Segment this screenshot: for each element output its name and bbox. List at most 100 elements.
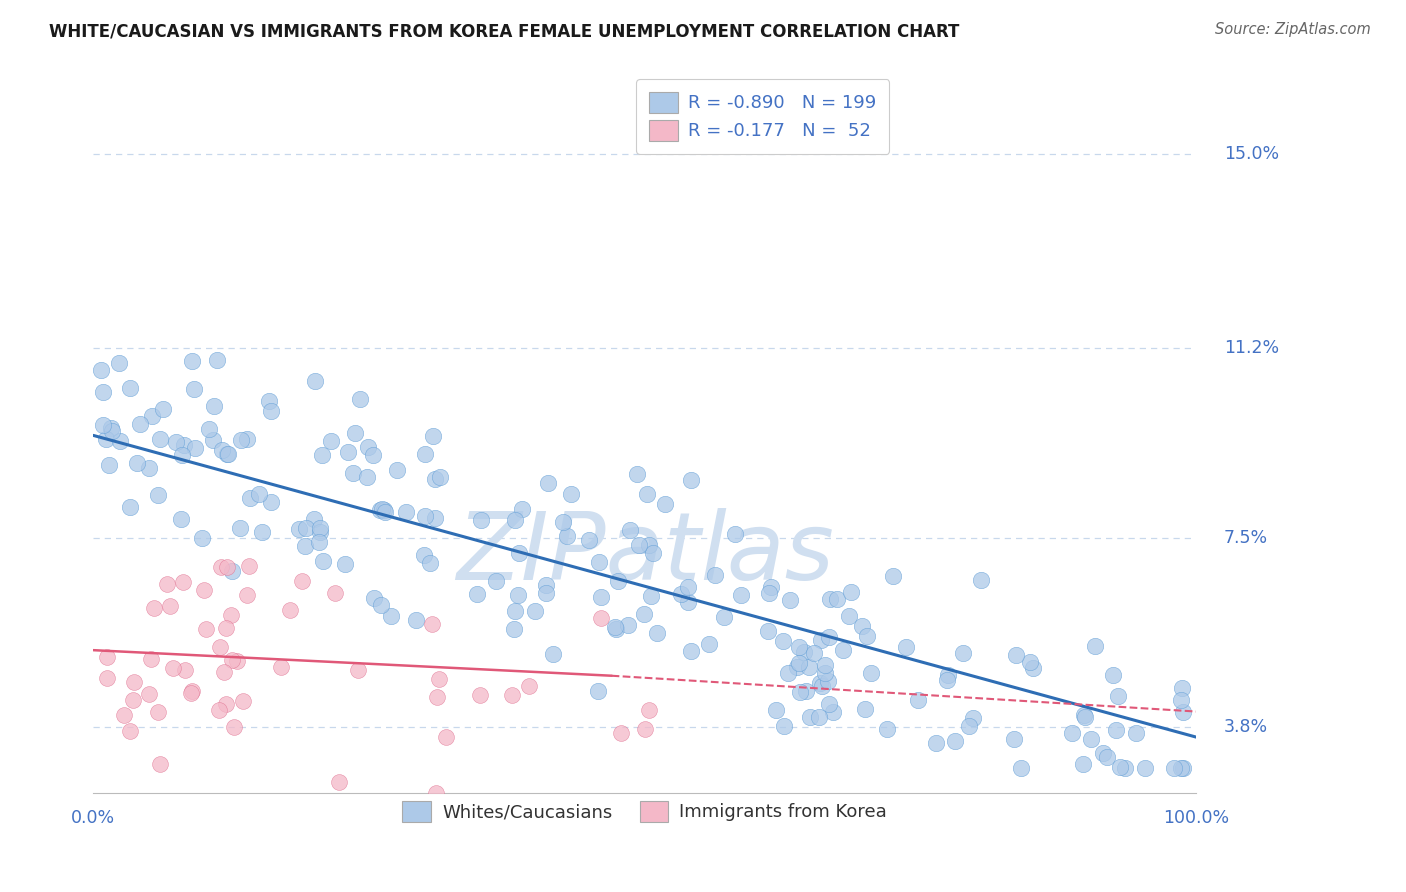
Point [311,448,333,462]
Point [361,448,384,462]
Point [118,381,141,395]
Point [208,703,231,717]
Point [537,476,560,491]
Point [138,461,160,475]
Point [1114,761,1136,775]
Point [395,505,418,519]
Point [952,646,974,660]
Point [938,667,960,681]
Point [821,706,844,720]
Point [193,583,215,598]
Text: 3.8%: 3.8% [1223,718,1268,736]
Point [634,722,657,736]
Point [221,564,243,578]
Point [586,683,609,698]
Point [524,604,547,618]
Point [962,711,984,725]
Point [308,534,330,549]
Point [465,587,488,601]
Point [1002,731,1025,746]
Text: ZIPatlas: ZIPatlas [456,508,834,599]
Point [1171,761,1194,775]
Point [808,675,831,690]
Point [159,599,181,613]
Point [229,434,252,448]
Point [181,354,204,368]
Point [173,438,195,452]
Text: Source: ZipAtlas.com: Source: ZipAtlas.com [1215,22,1371,37]
Point [773,719,796,733]
Point [1073,708,1095,723]
Point [308,524,330,539]
Point [250,525,273,540]
Point [122,675,145,690]
Point [1019,656,1042,670]
Point [146,705,169,719]
Point [363,591,385,605]
Point [654,497,676,511]
Point [201,433,224,447]
Point [1073,756,1095,771]
Point [436,730,458,744]
Point [96,433,118,447]
Point [1170,761,1192,775]
Point [1171,705,1194,719]
Point [626,467,648,482]
Point [349,392,371,407]
Point [1022,661,1045,675]
Point [794,684,817,698]
Point [772,634,794,648]
Point [792,645,814,659]
Point [198,422,221,436]
Point [1133,761,1156,775]
Point [323,586,346,600]
Point [108,356,131,370]
Point [697,637,720,651]
Point [1107,690,1129,704]
Point [609,725,631,739]
Point [247,487,270,501]
Point [108,434,131,449]
Point [818,592,841,607]
Point [288,522,311,536]
Point [215,447,238,461]
Point [704,568,727,582]
Point [347,663,370,677]
Point [505,604,527,618]
Point [156,577,179,591]
Point [787,656,810,670]
Point [120,500,142,515]
Point [295,520,318,534]
Point [420,616,443,631]
Point [380,608,402,623]
Point [1084,639,1107,653]
Point [756,624,779,638]
Point [1163,761,1185,775]
Point [470,688,492,702]
Point [205,353,228,368]
Point [605,622,627,636]
Point [222,720,245,734]
Point [96,671,118,685]
Point [645,625,668,640]
Point [551,516,574,530]
Point [633,607,655,621]
Point [1104,723,1126,737]
Point [957,719,980,733]
Point [789,640,811,655]
Point [943,734,966,748]
Point [217,447,239,461]
Point [676,594,699,608]
Point [534,578,557,592]
Point [260,404,283,418]
Point [676,580,699,594]
Point [211,443,233,458]
Point [236,432,259,446]
Point [180,686,202,700]
Point [636,487,658,501]
Text: 11.2%: 11.2% [1223,340,1279,358]
Point [101,424,124,438]
Point [93,417,115,432]
Point [191,531,214,545]
Point [152,402,174,417]
